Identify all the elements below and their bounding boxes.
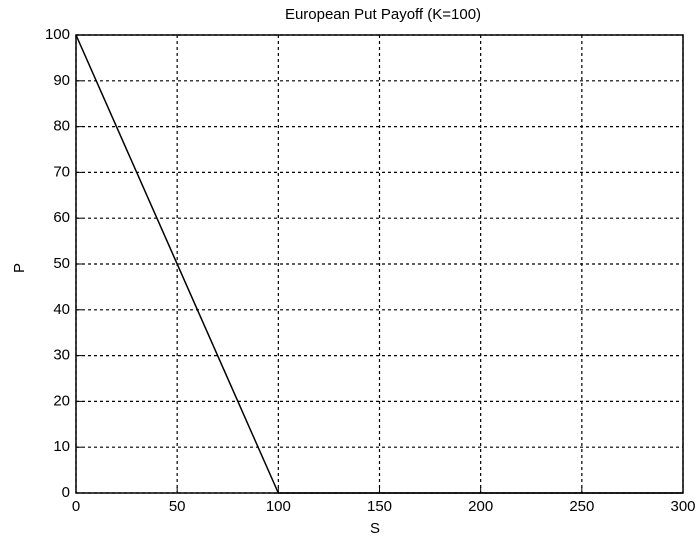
y-tick-label: 40 <box>53 301 70 318</box>
y-axis-label: P <box>11 263 28 273</box>
y-tick-label: 80 <box>53 118 70 135</box>
y-tick-label: 30 <box>53 347 70 364</box>
x-tick-label: 0 <box>72 498 80 515</box>
chart-title: European Put Payoff (K=100) <box>285 6 481 23</box>
data-line <box>75 34 683 494</box>
x-tick-label: 300 <box>670 498 695 515</box>
y-tick-label: 50 <box>53 255 70 272</box>
y-tick-label: 70 <box>53 163 70 180</box>
x-tick-label: 250 <box>569 498 594 515</box>
y-tick-label: 60 <box>53 209 70 226</box>
y-tick-label: 0 <box>62 484 70 501</box>
x-tick-label: 50 <box>169 498 186 515</box>
y-tick-label: 100 <box>45 26 70 43</box>
y-tick-label: 20 <box>53 392 70 409</box>
x-tick-label: 200 <box>468 498 493 515</box>
y-tick-label: 10 <box>53 438 70 455</box>
y-tick-label: 90 <box>53 72 70 89</box>
x-axis-label: S <box>370 520 380 537</box>
x-tick-label: 100 <box>266 498 291 515</box>
x-tick-label: 150 <box>367 498 392 515</box>
